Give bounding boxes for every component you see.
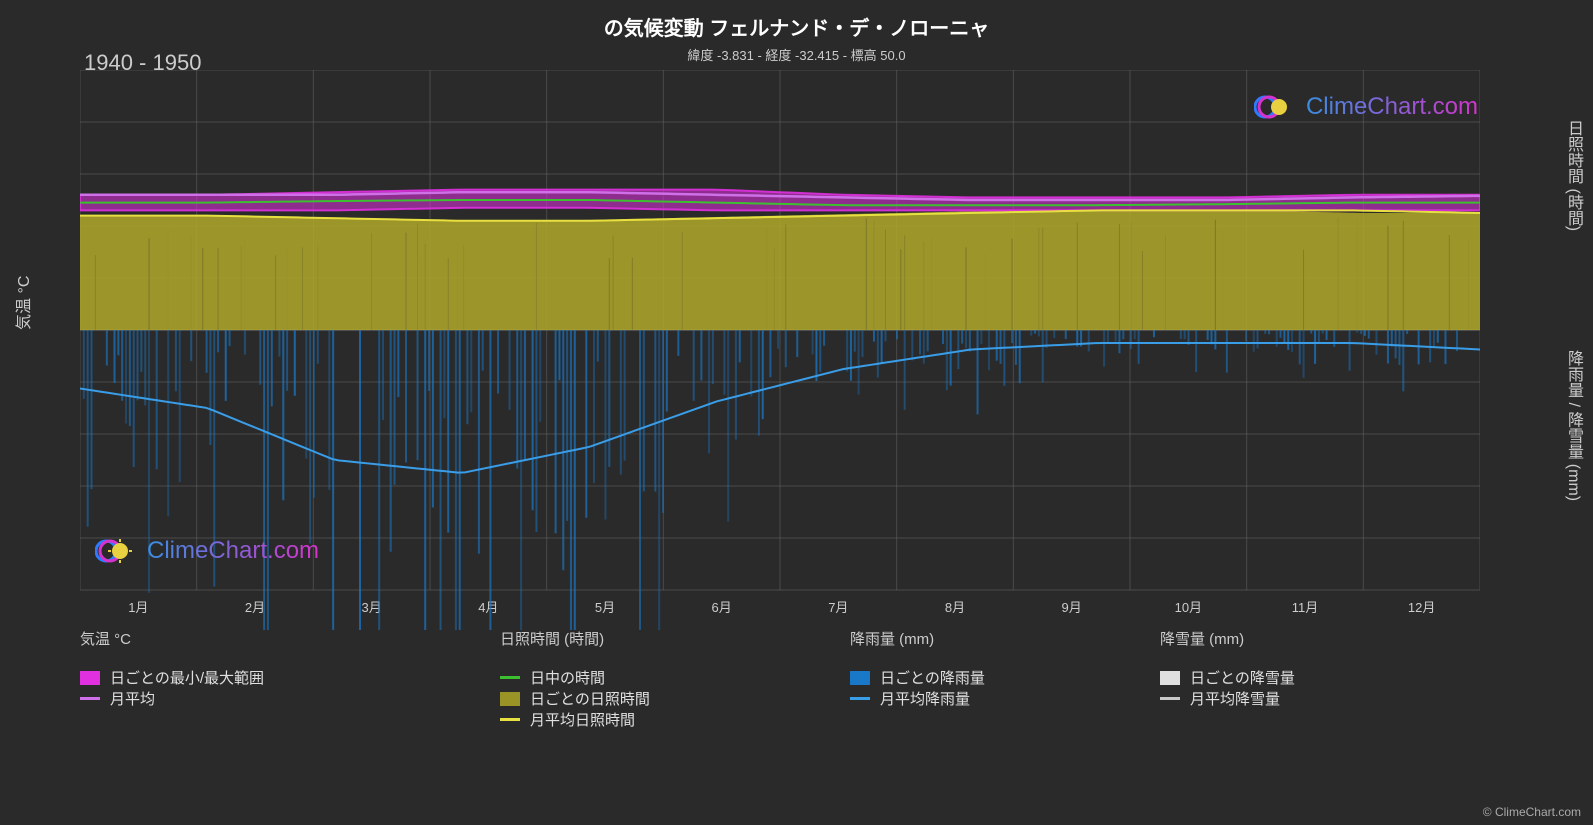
legend-header: 気温 °C bbox=[80, 628, 500, 649]
svg-text:2月: 2月 bbox=[245, 600, 265, 615]
legend-header: 日照時間 (時間) bbox=[500, 628, 850, 649]
legend-header: 降雪量 (mm) bbox=[1160, 628, 1460, 649]
svg-text:9月: 9月 bbox=[1062, 600, 1082, 615]
legend-item: 月平均降雪量 bbox=[1160, 688, 1460, 709]
legend-item: 日中の時間 bbox=[500, 667, 850, 688]
svg-text:6月: 6月 bbox=[712, 600, 732, 615]
watermark-text: ClimeChart.com bbox=[147, 537, 319, 565]
y-axis-left-label: 気温 °C bbox=[10, 276, 34, 330]
svg-text:11月: 11月 bbox=[1292, 600, 1319, 615]
legend-label: 月平均 bbox=[110, 688, 155, 709]
legend-col-snow: 降雪量 (mm) 日ごとの降雪量月平均降雪量 bbox=[1160, 628, 1460, 730]
legend-swatch bbox=[1160, 697, 1180, 700]
page-subtitle: 緯度 -3.831 - 経度 -32.415 - 標高 50.0 bbox=[0, 41, 1593, 64]
legend-item: 日ごとの降雪量 bbox=[1160, 667, 1460, 688]
copyright: © ClimeChart.com bbox=[1483, 805, 1581, 819]
legend-swatch bbox=[500, 718, 520, 721]
svg-text:8月: 8月 bbox=[945, 600, 965, 615]
legend-label: 日ごとの最小/最大範囲 bbox=[110, 667, 264, 688]
svg-text:4月: 4月 bbox=[478, 600, 498, 615]
legend-swatch bbox=[500, 692, 520, 706]
climechart-logo-icon bbox=[1254, 92, 1298, 122]
watermark-bottom: ClimeChart.com bbox=[95, 536, 319, 566]
legend-swatch bbox=[1160, 671, 1180, 685]
svg-text:12月: 12月 bbox=[1408, 600, 1435, 615]
svg-text:1月: 1月 bbox=[128, 600, 148, 615]
legend-item: 月平均 bbox=[80, 688, 500, 709]
legend-item: 月平均日照時間 bbox=[500, 709, 850, 730]
legend-col-sunshine: 日照時間 (時間) 日中の時間日ごとの日照時間月平均日照時間 bbox=[500, 628, 850, 730]
legend-item: 月平均降雨量 bbox=[850, 688, 1160, 709]
y-axis-right-bottom-label: 降雨量 / 降雪量 (mm) bbox=[1561, 350, 1585, 501]
legend-swatch bbox=[80, 697, 100, 700]
legend-label: 日ごとの降雨量 bbox=[880, 667, 985, 688]
legend-label: 月平均日照時間 bbox=[530, 709, 635, 730]
legend-item: 日ごとの降雨量 bbox=[850, 667, 1160, 688]
legend-col-rain: 降雨量 (mm) 日ごとの降雨量月平均降雨量 bbox=[850, 628, 1160, 730]
legend-label: 日中の時間 bbox=[530, 667, 605, 688]
page-title: の気候変動 フェルナンド・デ・ノローニャ bbox=[0, 0, 1593, 41]
legend-label: 月平均降雨量 bbox=[880, 688, 970, 709]
climate-chart: -50-40-30-20-100102030405024181260010203… bbox=[80, 70, 1480, 590]
legend-col-temp: 気温 °C 日ごとの最小/最大範囲月平均 bbox=[80, 628, 500, 730]
legend-header: 降雨量 (mm) bbox=[850, 628, 1160, 649]
legend-label: 日ごとの日照時間 bbox=[530, 688, 650, 709]
svg-text:5月: 5月 bbox=[595, 600, 615, 615]
legend-item: 日ごとの日照時間 bbox=[500, 688, 850, 709]
legend-item: 日ごとの最小/最大範囲 bbox=[80, 667, 500, 688]
legend-swatch bbox=[850, 671, 870, 685]
legend-label: 月平均降雪量 bbox=[1190, 688, 1280, 709]
legend-swatch bbox=[850, 697, 870, 700]
watermark-top: ClimeChart.com bbox=[1254, 92, 1478, 122]
watermark-text: ClimeChart.com bbox=[1306, 93, 1478, 121]
legend: 気温 °C 日ごとの最小/最大範囲月平均 日照時間 (時間) 日中の時間日ごとの… bbox=[80, 628, 1480, 730]
legend-swatch bbox=[80, 671, 100, 685]
climechart-logo-icon bbox=[95, 536, 139, 566]
svg-text:10月: 10月 bbox=[1175, 600, 1202, 615]
legend-swatch bbox=[500, 676, 520, 679]
y-axis-right-top-label: 日照時間 (時間) bbox=[1561, 120, 1585, 231]
svg-text:7月: 7月 bbox=[828, 600, 848, 615]
legend-label: 日ごとの降雪量 bbox=[1190, 667, 1295, 688]
